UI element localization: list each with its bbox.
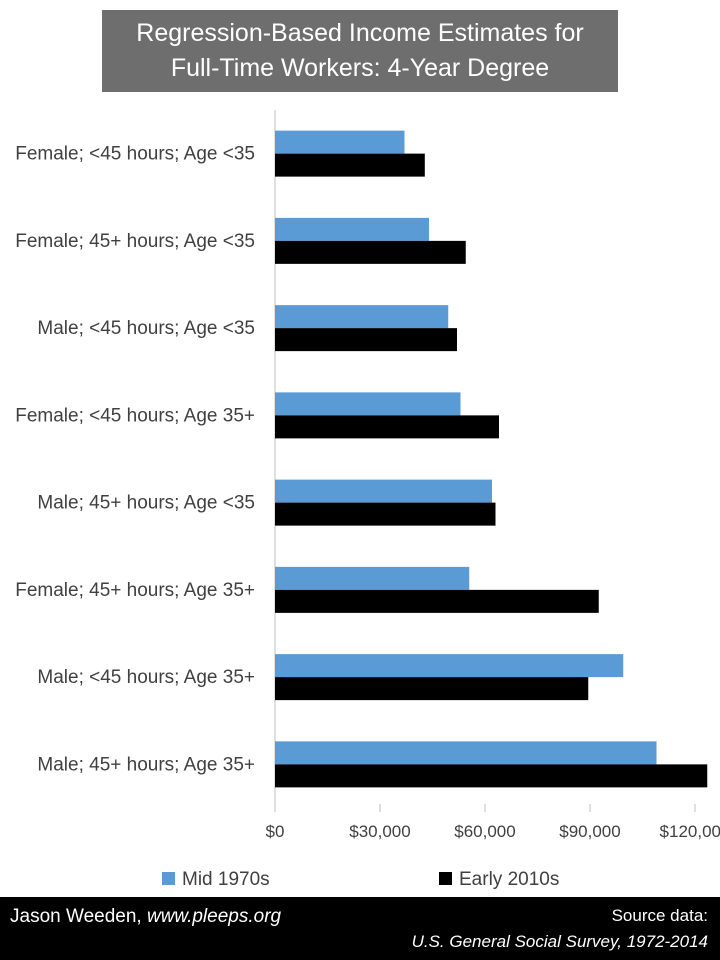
bar-mid-1970s [275, 305, 449, 329]
source-text: U.S. General Social Survey, 1972-2014 [411, 932, 708, 951]
bar-early-2010s [275, 240, 466, 264]
footer: Jason Weeden, www.pleeps.org Source data… [0, 897, 720, 960]
category-label: Female; 45+ hours; Age 35+ [15, 580, 255, 601]
legend-label: Early 2010s [459, 869, 559, 890]
bar-mid-1970s [275, 217, 429, 241]
legend-label: Mid 1970s [182, 869, 270, 890]
source-label: Source data: [611, 906, 708, 925]
bar-mid-1970s [275, 392, 461, 416]
legend-swatch [162, 872, 175, 885]
category-label: Male; <45 hours; Age <35 [37, 318, 255, 339]
bar-early-2010s [275, 415, 499, 439]
author-name: Jason Weeden, [10, 906, 142, 927]
bar-early-2010s [275, 153, 425, 177]
bar-mid-1970s [275, 479, 492, 503]
chart-title-line-1: Regression-Based Income Estimates for [136, 19, 584, 47]
bar-chart: $0 $30,000 $60,000 $90,000 $120,000 Female; <… [15, 110, 720, 890]
x-tick-label: $0 [266, 822, 285, 841]
author-site: www.pleeps.org [146, 906, 282, 927]
category-label: Male; 45+ hours; Age <35 [37, 493, 255, 514]
chart-title-line-2: Full-Time Workers: 4-Year Degree [170, 54, 550, 82]
category-label: Female; 45+ hours; Age <35 [15, 231, 255, 252]
x-tick-label: $120,000 [660, 822, 720, 841]
chart-title: Regression-Based Income Estimates for Fu… [102, 10, 618, 92]
category-label: Male; <45 hours; Age 35+ [37, 667, 255, 688]
category-label: Female; <45 hours; Age <35 [15, 144, 255, 165]
bar-early-2010s [275, 502, 496, 526]
bar-early-2010s [275, 677, 589, 701]
footer-author: Jason Weeden, www.pleeps.org [10, 906, 281, 928]
x-tick-label: $30,000 [349, 822, 410, 841]
category-label: Female; <45 hours; Age 35+ [15, 405, 255, 426]
bar-mid-1970s [275, 654, 624, 678]
bar-mid-1970s [275, 566, 470, 590]
legend-swatch [439, 872, 452, 885]
bar-mid-1970s [275, 741, 657, 765]
bar-early-2010s [275, 328, 457, 352]
category-label: Male; 45+ hours; Age 35+ [37, 754, 255, 775]
bar-early-2010s [275, 764, 708, 788]
x-tick-label: $60,000 [454, 822, 515, 841]
bar-mid-1970s [275, 130, 405, 154]
x-tick-label: $90,000 [559, 822, 620, 841]
bar-early-2010s [275, 589, 599, 613]
